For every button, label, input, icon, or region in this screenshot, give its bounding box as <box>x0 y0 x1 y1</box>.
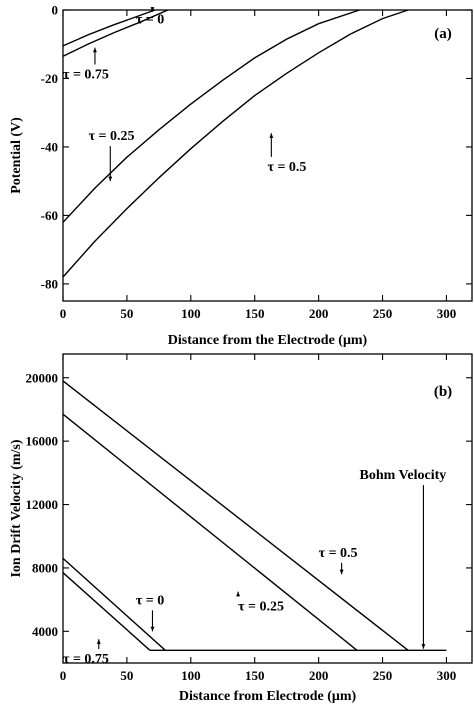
panel-label: (a) <box>434 26 452 42</box>
annotation-label: τ = 0.5 <box>319 546 358 561</box>
annotation-label: τ = 0.25 <box>238 600 284 615</box>
panel-label: (b) <box>434 384 452 400</box>
x-tick-label: 250 <box>373 306 393 321</box>
y-axis-label: Potential (V) <box>9 117 24 194</box>
x-axis-label: Distance from the Electrode (μm) <box>168 333 368 348</box>
series-line--0-25 <box>62 9 360 223</box>
series-line--0-75 <box>62 572 151 651</box>
y-axis-label: Ion Drift Velocity (m/s) <box>9 439 24 577</box>
x-tick-label: 100 <box>181 668 201 683</box>
x-tick-label: 0 <box>60 668 67 683</box>
series-line--0-75 <box>62 9 169 57</box>
annotation-arrow-head <box>93 47 97 53</box>
x-tick-label: 200 <box>309 306 329 321</box>
annotation-label: τ = 0 <box>136 13 164 28</box>
plot-frame <box>62 9 473 302</box>
annotation-label: τ = 0.75 <box>63 67 109 82</box>
y-tick-label: 16000 <box>26 434 59 449</box>
annotation-arrow-head <box>150 626 155 632</box>
annotation-label: τ = 0.75 <box>63 652 109 667</box>
annotation-label: τ = 0.5 <box>268 160 307 175</box>
x-tick-label: 200 <box>309 668 329 683</box>
y-tick-label: -40 <box>41 139 58 154</box>
x-tick-label: 0 <box>60 306 67 321</box>
y-tick-label: 8000 <box>32 560 58 575</box>
series-line--0-25 <box>62 413 358 651</box>
x-tick-label: 150 <box>245 668 265 683</box>
y-tick-label: -20 <box>41 71 58 86</box>
y-tick-label: 12000 <box>26 497 59 512</box>
series-line--0-5 <box>62 9 409 278</box>
x-tick-label: 150 <box>245 306 265 321</box>
x-tick-label: 250 <box>373 668 393 683</box>
y-tick-label: 20000 <box>26 370 59 385</box>
series-line--0 <box>62 557 166 651</box>
x-tick-label: 300 <box>437 668 457 683</box>
annotation-arrow-head <box>108 176 113 182</box>
plot-frame <box>62 353 473 664</box>
panel-b: 0 50 100 150 200 250 300 4000 8000 12000 16000 2000… <box>9 353 473 704</box>
annotation-arrow-head <box>236 591 241 597</box>
x-tick-label: 50 <box>120 668 133 683</box>
annotation-label: τ = 0 <box>136 593 164 608</box>
annotation-label: Bohm Velocity <box>360 468 447 483</box>
y-tick-label: -80 <box>41 276 58 291</box>
x-tick-label: 50 <box>120 306 133 321</box>
annotation-arrow-head <box>421 644 426 649</box>
x-axis-label: Distance from Electrode (μm) <box>179 689 357 704</box>
series-line--0-5 <box>62 380 409 651</box>
series-line--0 <box>62 9 156 47</box>
annotation-arrow-head <box>269 133 274 138</box>
x-tick-label: 300 <box>437 306 457 321</box>
y-tick-label: 4000 <box>32 624 58 639</box>
annotation-arrow-head <box>339 569 344 575</box>
annotation-arrow-head <box>96 639 101 644</box>
panel-a: 0 50 100 150 200 250 300 0 -20 -40 -60 -80 τ = 0 τ = … <box>9 3 473 348</box>
annotation-label: τ = 0.25 <box>89 129 135 144</box>
y-tick-label: -60 <box>41 208 58 223</box>
annotation-arrow-head <box>150 7 155 12</box>
x-tick-label: 100 <box>181 306 201 321</box>
y-tick-label: 0 <box>52 3 59 18</box>
